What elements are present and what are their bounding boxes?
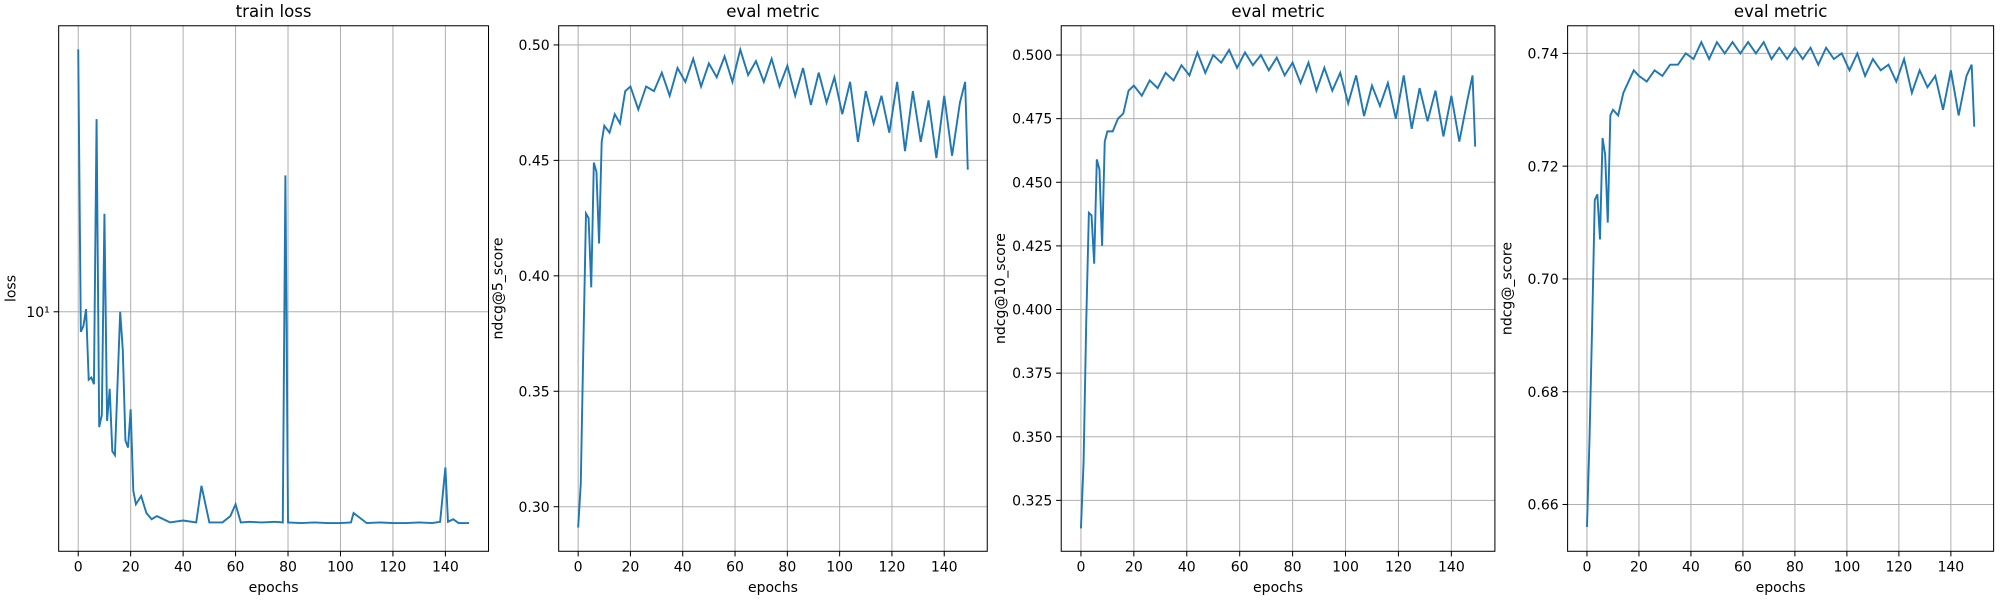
y-tick-label: 0.450: [1012, 175, 1052, 191]
x-tick-label: 40: [1178, 560, 1196, 576]
x-tick-label: 20: [122, 560, 140, 576]
x-tick-label: 0: [74, 560, 83, 576]
x-tick-label: 20: [1125, 560, 1143, 576]
y-tick-label: 10¹: [26, 305, 49, 321]
x-tick-label: 120: [1885, 560, 1912, 576]
x-tick-label: 120: [1385, 560, 1412, 576]
x-tick-label: 60: [726, 560, 744, 576]
plot-frame: [1567, 25, 1995, 552]
chart-title: eval metric: [1734, 2, 1827, 21]
y-tick-label: 0.66: [1527, 498, 1558, 514]
chart-title: train loss: [236, 2, 312, 21]
data-line: [77, 49, 469, 525]
x-tick-label: 20: [1630, 560, 1648, 576]
y-tick-label: 0.35: [519, 384, 550, 400]
x-axis-label: epochs: [249, 580, 299, 596]
y-tick-label: 0.400: [1012, 303, 1052, 319]
x-tick-label: 0: [1583, 560, 1592, 576]
x-tick-label: 40: [174, 560, 192, 576]
data-line: [577, 45, 969, 528]
x-tick-label: 100: [1332, 560, 1359, 576]
x-tick-label: 80: [778, 560, 796, 576]
y-tick-label: 0.50: [519, 38, 550, 54]
y-axis-label: ndcg@_score: [1499, 242, 1515, 335]
y-tick-label: 0.350: [1012, 430, 1052, 446]
y-tick-label: 0.70: [1527, 272, 1558, 288]
y-axis-label: loss: [3, 275, 19, 302]
x-tick-label: 80: [1284, 560, 1302, 576]
x-tick-label: 80: [279, 560, 297, 576]
x-tick-label: 20: [622, 560, 640, 576]
chart-title: eval metric: [1231, 2, 1324, 21]
y-tick-label: 0.74: [1527, 46, 1558, 62]
plot-frame: [58, 25, 490, 552]
y-tick-label: 0.425: [1012, 239, 1052, 255]
x-tick-label: 40: [1682, 560, 1700, 576]
x-tick-label: 140: [1438, 560, 1465, 576]
x-tick-label: 140: [931, 560, 958, 576]
plot-frame: [1060, 25, 1496, 552]
y-tick-label: 0.475: [1012, 112, 1052, 128]
data-line: [1586, 39, 1976, 528]
x-tick-label: 0: [1076, 560, 1085, 576]
y-tick-label: 0.500: [1012, 48, 1052, 64]
x-tick-label: 40: [674, 560, 692, 576]
x-axis-label: epochs: [1253, 580, 1303, 596]
x-tick-label: 60: [227, 560, 245, 576]
x-tick-label: 0: [574, 560, 583, 576]
plot-frame: [558, 25, 988, 552]
y-tick-label: 0.45: [519, 153, 550, 169]
x-tick-label: 140: [1937, 560, 1964, 576]
data-line: [1079, 47, 1477, 529]
y-tick-label: 0.375: [1012, 366, 1052, 382]
y-tick-label: 0.40: [519, 269, 550, 285]
y-axis-label: ndcg@10_score: [993, 233, 1009, 344]
x-tick-label: 120: [879, 560, 906, 576]
chart-title: eval metric: [726, 2, 819, 21]
x-axis-label: epochs: [748, 580, 798, 596]
x-tick-label: 140: [432, 560, 459, 576]
x-tick-label: 100: [826, 560, 853, 576]
x-tick-label: 60: [1734, 560, 1752, 576]
x-tick-label: 80: [1786, 560, 1804, 576]
y-tick-label: 0.325: [1012, 493, 1052, 509]
y-tick-label: 0.72: [1527, 159, 1558, 175]
y-tick-label: 0.68: [1527, 385, 1558, 401]
x-tick-label: 100: [327, 560, 354, 576]
x-tick-label: 120: [380, 560, 407, 576]
y-axis-label: ndcg@5_score: [491, 238, 507, 340]
x-tick-label: 60: [1231, 560, 1249, 576]
y-tick-label: 0.30: [519, 500, 550, 516]
x-tick-label: 100: [1834, 560, 1861, 576]
x-axis-label: epochs: [1756, 580, 1806, 596]
